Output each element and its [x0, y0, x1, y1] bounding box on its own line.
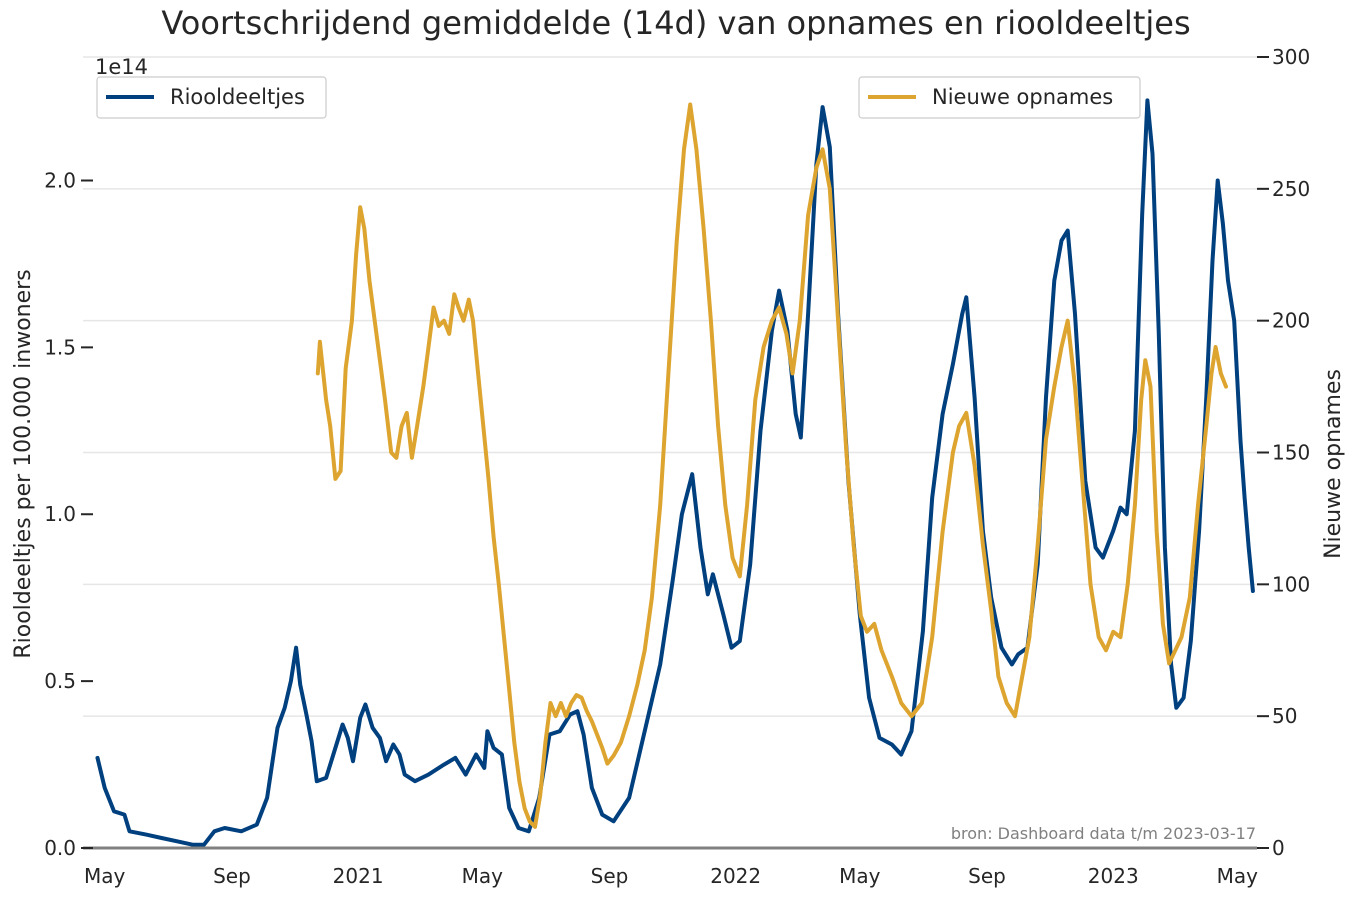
y-right-label: Nieuwe opnames — [1321, 369, 1346, 559]
chart-title: Voortschrijdend gemiddelde (14d) van opn… — [161, 4, 1190, 42]
y-right-tick-label: 200 — [1272, 309, 1310, 333]
y-left-label: Riooldeeltjes per 100.000 inwoners — [11, 269, 36, 658]
y-right-tick-label: 0 — [1272, 836, 1285, 860]
y-right-tick-label: 50 — [1272, 704, 1297, 728]
y-left-tick-label: 1.0 — [44, 502, 76, 526]
series-layer — [95, 98, 1255, 847]
series-line-nieuwe-opnames — [315, 102, 1228, 829]
legend-right: Nieuwe opnames — [858, 76, 1141, 119]
x-tick-label: May — [84, 864, 126, 888]
legend-left-box — [96, 76, 327, 119]
legend-left-label: Riooldeeltjes — [170, 85, 305, 109]
y-left-tick-label: 1.5 — [44, 335, 76, 359]
y-right-tick-label: 100 — [1272, 572, 1310, 596]
y-right-tick-label: 250 — [1272, 177, 1310, 201]
x-tick-label: 2022 — [710, 864, 761, 888]
y-right-tick-label: 300 — [1272, 45, 1310, 69]
y-left-tick-label: 2.0 — [44, 168, 76, 192]
x-tick-label: May — [839, 864, 881, 888]
x-tick-label: Sep — [968, 864, 1006, 888]
x-tick-label: 2021 — [333, 864, 384, 888]
x-tick-label: May — [462, 864, 504, 888]
source-note: bron: Dashboard data t/m 2023-03-17 — [951, 824, 1256, 843]
legend-right-box — [858, 76, 1141, 119]
x-tick-label: Sep — [591, 864, 629, 888]
grid-lines — [83, 56, 1257, 717]
y-left-axis: 0.0 0.5 1.0 1.5 2.0 — [44, 168, 93, 860]
legend-left: Riooldeeltjes — [96, 76, 327, 119]
x-tick-label: 2023 — [1088, 864, 1139, 888]
x-axis: May Sep 2021 May Sep 2022 May Sep 2023 May — [84, 864, 1258, 888]
y-right-tick-label: 150 — [1272, 441, 1310, 465]
y-left-offset-text: 1e14 — [95, 55, 148, 79]
x-tick-label: May — [1217, 864, 1259, 888]
y-left-tick-label: 0.5 — [44, 669, 76, 693]
y-right-axis: 0 50 100 150 200 250 300 — [1257, 45, 1310, 860]
series-line-riooldeeltjes — [95, 98, 1255, 847]
legend-right-label: Nieuwe opnames — [932, 85, 1113, 109]
x-tick-label: Sep — [213, 864, 251, 888]
y-left-tick-label: 0.0 — [44, 836, 76, 860]
